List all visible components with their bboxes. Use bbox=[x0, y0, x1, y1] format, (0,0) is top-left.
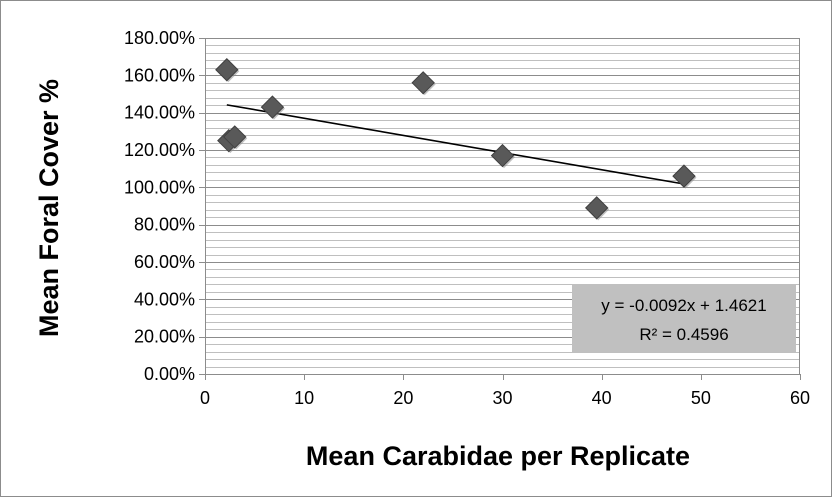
x-tick-label: 10 bbox=[294, 388, 314, 408]
trendline-equation-box: y = -0.0092x + 1.4621 R² = 0.4596 bbox=[572, 284, 796, 352]
x-axis-title: Mean Carabidae per Replicate bbox=[306, 441, 690, 471]
data-point-marker bbox=[260, 95, 285, 119]
y-tick-label: 120.00% bbox=[124, 140, 195, 160]
axes bbox=[199, 38, 801, 380]
trendline-equation: y = -0.0092x + 1.4621 bbox=[601, 296, 766, 315]
data-point-marker bbox=[223, 125, 247, 149]
data-point bbox=[260, 95, 285, 120]
data-point bbox=[411, 71, 436, 96]
y-tick-label: 100.00% bbox=[124, 177, 195, 197]
x-tick-label: 50 bbox=[691, 388, 711, 408]
y-tick-label: 180.00% bbox=[124, 28, 195, 48]
data-point bbox=[585, 196, 610, 221]
x-tick-labels: 0 10 20 30 40 50 60 bbox=[200, 388, 810, 408]
x-tick-label: 40 bbox=[592, 388, 612, 408]
data-point-marker bbox=[215, 58, 239, 82]
data-points bbox=[215, 58, 697, 221]
trendline bbox=[226, 104, 685, 185]
x-tick-label: 60 bbox=[790, 388, 810, 408]
data-point bbox=[672, 164, 697, 189]
y-tick-label: 160.00% bbox=[124, 65, 195, 85]
x-tick-label: 0 bbox=[200, 388, 210, 408]
data-point-marker bbox=[490, 143, 515, 168]
y-axis-title: Mean Foral Cover % bbox=[34, 79, 64, 337]
y-tick-label: 140.00% bbox=[124, 103, 195, 123]
data-point-marker bbox=[411, 71, 435, 95]
data-point bbox=[215, 58, 240, 83]
data-point bbox=[490, 143, 515, 169]
r-squared-label: R² = 0.4596 bbox=[639, 325, 728, 344]
y-tick-label: 40.00% bbox=[134, 289, 195, 309]
y-tick-label: 20.00% bbox=[134, 327, 195, 347]
trendline-layer bbox=[226, 104, 685, 185]
y-tick-label: 0.00% bbox=[144, 364, 195, 384]
x-tick-label: 30 bbox=[492, 388, 512, 408]
data-point bbox=[223, 125, 248, 150]
y-tick-label: 60.00% bbox=[134, 252, 195, 272]
data-point-marker bbox=[672, 164, 696, 188]
equation-box-background bbox=[572, 284, 796, 352]
data-point-marker bbox=[585, 196, 609, 220]
y-tick-label: 80.00% bbox=[134, 215, 195, 235]
x-tick-label: 20 bbox=[393, 388, 413, 408]
y-tick-labels: 0.00% 20.00% 40.00% 60.00% 80.00% 100.00% 120.… bbox=[124, 28, 195, 384]
